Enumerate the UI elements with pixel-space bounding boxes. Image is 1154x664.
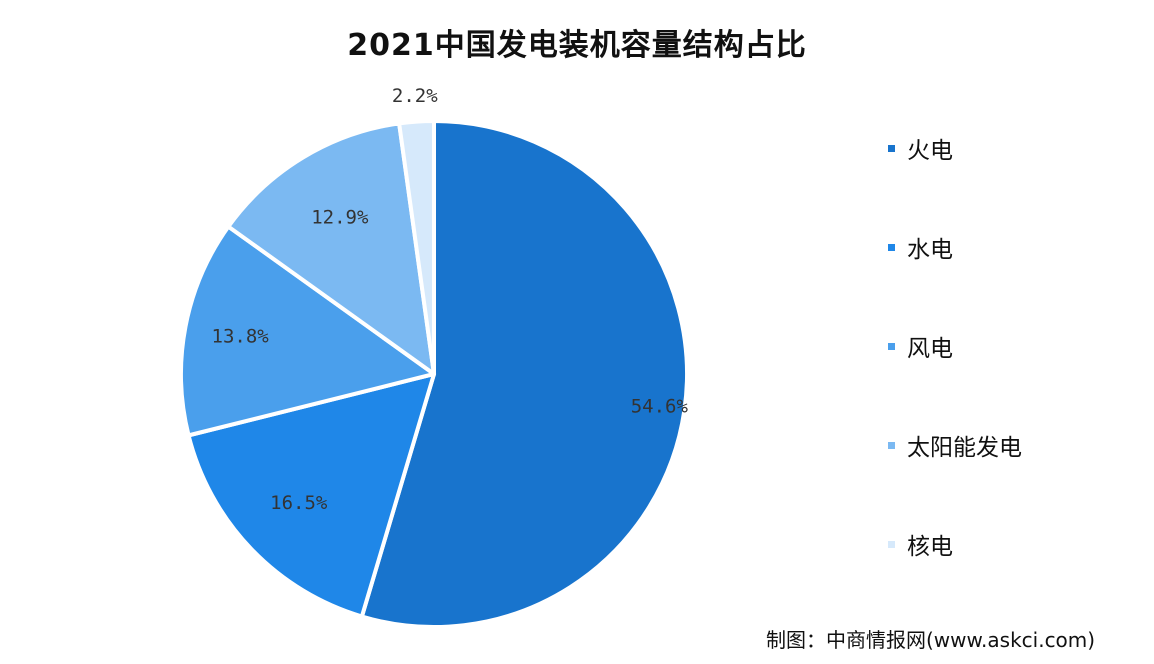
data-label-hydro: 16.5% xyxy=(270,492,328,514)
data-label-thermal: 54.6% xyxy=(631,395,689,417)
legend-swatch-solar xyxy=(888,441,895,449)
data-label-nuclear: 2.2% xyxy=(392,85,438,107)
pie-slice-solar xyxy=(226,121,436,376)
chart-credit: 制图：中商情报网(www.askci.com) xyxy=(766,628,1096,652)
legend-label-solar: 太阳能发电 xyxy=(907,435,1022,461)
legend-item-wind: 风电 xyxy=(888,331,953,362)
pie-slice-nuclear xyxy=(397,119,436,376)
legend-item-solar: 太阳能发电 xyxy=(888,430,1022,461)
pie-slice-wind xyxy=(179,224,436,438)
legend-swatch-nuclear xyxy=(888,540,895,548)
data-label-wind: 13.8% xyxy=(212,326,270,348)
legend-label-hydro: 水电 xyxy=(907,237,953,263)
data-label-solar: 12.9% xyxy=(311,207,369,229)
legend-swatch-hydro xyxy=(888,243,895,251)
legend-item-thermal: 火电 xyxy=(888,133,953,164)
legend-swatch-thermal xyxy=(888,144,895,152)
legend-label-thermal: 火电 xyxy=(907,138,953,164)
pie-slice-thermal xyxy=(359,119,689,629)
legend-label-nuclear: 核电 xyxy=(907,534,953,560)
legend-label-wind: 风电 xyxy=(907,336,953,362)
legend-item-hydro: 水电 xyxy=(888,232,953,263)
pie-slice-hydro xyxy=(186,372,436,619)
legend-item-nuclear: 核电 xyxy=(888,529,953,560)
legend-swatch-wind xyxy=(888,342,895,350)
chart-title: 2021中国发电装机容量结构占比 xyxy=(347,28,807,63)
